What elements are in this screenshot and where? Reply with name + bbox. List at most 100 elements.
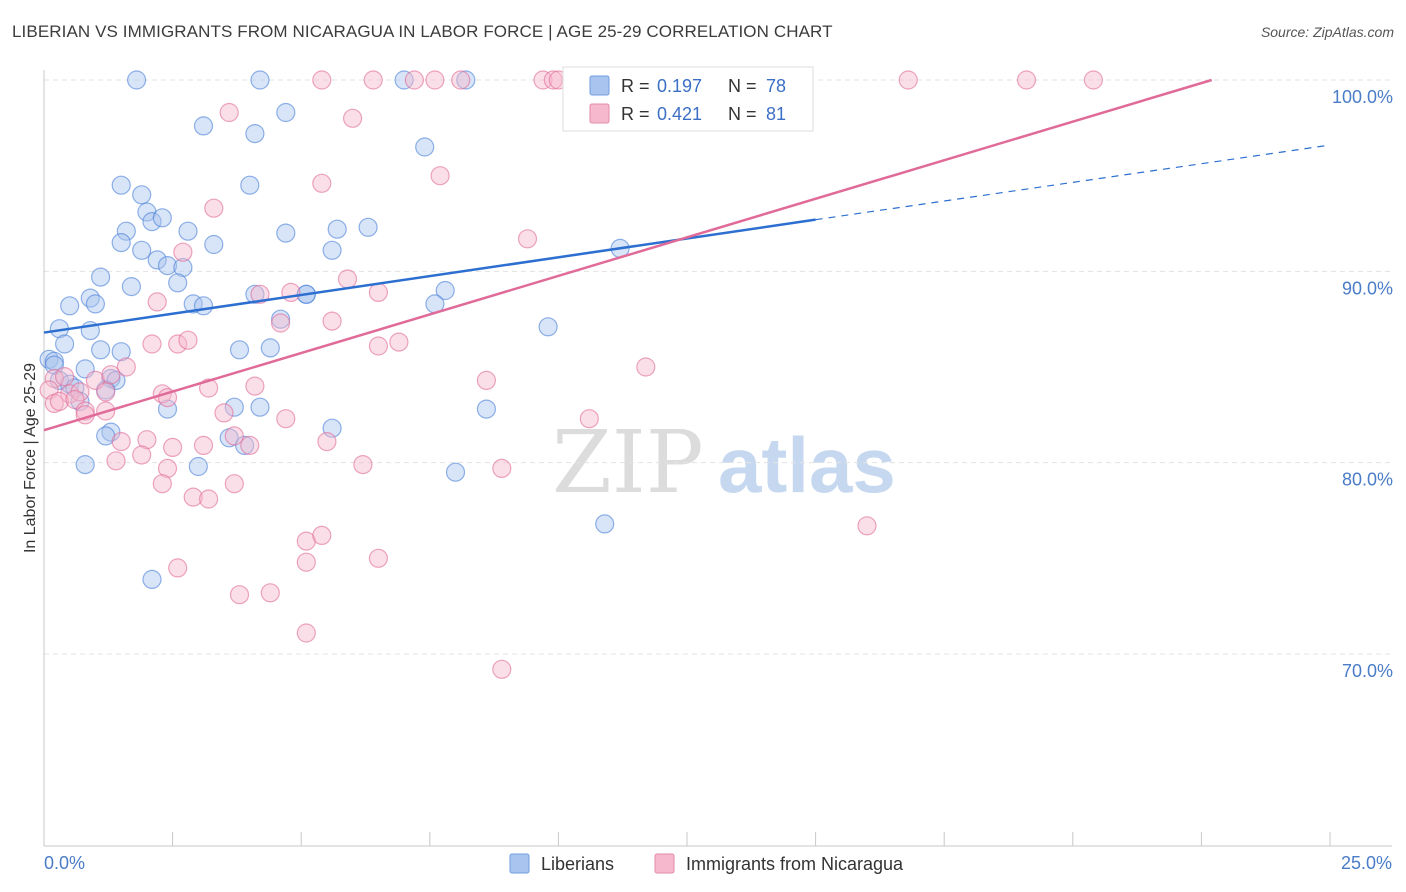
point-nicaragua (96, 382, 116, 402)
bottom-legend-label-nicaragua: Immigrants from Nicaragua (686, 854, 904, 874)
point-nicaragua (389, 332, 409, 352)
point-nicaragua (173, 242, 193, 262)
point-nicaragua (1016, 70, 1037, 90)
point-liberians (538, 317, 558, 337)
point-nicaragua (199, 489, 219, 509)
trend-lines (43, 78, 1331, 432)
point-liberians (204, 234, 224, 255)
point-nicaragua (224, 426, 244, 446)
scatter-points (39, 70, 1104, 679)
point-nicaragua (368, 336, 388, 356)
y-tick-label: 80.0% (1342, 470, 1393, 490)
point-nicaragua (296, 623, 316, 643)
point-nicaragua (229, 585, 250, 605)
y-tick-label: 90.0% (1342, 278, 1393, 298)
point-liberians (322, 240, 342, 260)
point-liberians (90, 267, 111, 287)
point-liberians (394, 70, 414, 90)
point-nicaragua (137, 430, 157, 450)
legend-n-value-liberians: 78 (766, 76, 786, 96)
point-liberians (276, 102, 296, 123)
point-liberians (327, 219, 347, 239)
point-liberians (116, 221, 136, 241)
point-nicaragua (152, 474, 172, 494)
point-liberians (250, 397, 270, 417)
point-nicaragua (168, 334, 188, 354)
point-nicaragua (312, 173, 332, 193)
point-nicaragua (204, 198, 224, 218)
y-tick-label: 100.0% (1332, 87, 1393, 107)
legend-swatch-liberians (589, 75, 610, 96)
legend-r-label-nicaragua: R = (621, 104, 650, 124)
point-liberians (75, 455, 95, 475)
point-nicaragua (636, 357, 656, 377)
point-nicaragua (116, 357, 136, 377)
point-nicaragua (430, 166, 450, 186)
point-liberians (456, 70, 476, 90)
point-liberians (168, 273, 188, 293)
x-tick-label-max: 25.0% (1341, 853, 1392, 873)
point-liberians (245, 284, 265, 304)
point-liberians (60, 296, 80, 316)
point-nicaragua (492, 659, 512, 679)
legend-swatch-nicaragua (589, 103, 610, 124)
point-liberians (240, 175, 260, 195)
point-nicaragua (312, 70, 332, 90)
point-liberians (229, 340, 250, 360)
point-liberians (142, 212, 162, 232)
point-liberians (193, 116, 214, 136)
legend-r-value-nicaragua: 0.421 (657, 104, 702, 124)
trend-line-nicaragua (43, 78, 1213, 432)
point-nicaragua (517, 229, 538, 249)
point-nicaragua (106, 451, 126, 471)
point-liberians (85, 294, 106, 314)
point-liberians (142, 569, 162, 590)
point-nicaragua (317, 432, 337, 452)
point-nicaragua (240, 435, 260, 455)
point-nicaragua (1083, 70, 1104, 90)
point-nicaragua (132, 445, 152, 465)
legend-n-value-nicaragua: 81 (766, 104, 786, 124)
point-nicaragua (312, 525, 332, 546)
point-nicaragua (368, 282, 388, 302)
point-liberians (595, 514, 615, 534)
point-liberians (224, 397, 244, 417)
point-liberians (260, 338, 280, 358)
point-nicaragua (142, 334, 162, 354)
point-liberians (90, 340, 111, 360)
point-liberians (358, 217, 378, 237)
point-liberians (121, 277, 141, 297)
point-liberians (80, 288, 100, 308)
y-tick-labels: 70.0% 80.0% 90.0% 100.0% (1332, 87, 1393, 681)
point-nicaragua (363, 70, 383, 90)
legend-n-label-nicaragua: N = (728, 104, 757, 124)
point-liberians (178, 221, 198, 241)
point-liberians (132, 240, 152, 260)
x-ticks (43, 832, 1331, 846)
source-label: Source: ZipAtlas.com (1260, 24, 1394, 40)
series-legend: Liberians Immigrants from Nicaragua (509, 853, 904, 874)
point-nicaragua (296, 552, 316, 572)
point-nicaragua (49, 391, 70, 411)
point-nicaragua (404, 70, 424, 90)
point-nicaragua (219, 102, 239, 123)
bottom-legend-label-liberians: Liberians (541, 854, 614, 874)
point-nicaragua (543, 70, 563, 90)
gridlines (44, 79, 1392, 655)
point-nicaragua (250, 284, 270, 304)
legend-r-label-liberians: R = (621, 76, 650, 96)
point-liberians (435, 280, 455, 301)
point-nicaragua (224, 474, 244, 494)
point-nicaragua (111, 432, 131, 452)
y-tick-label: 70.0% (1342, 661, 1393, 681)
y-axis-title: In Labor Force | Age 25-29 (22, 363, 39, 553)
point-nicaragua (353, 455, 373, 475)
chart-title: LIBERIAN VS IMMIGRANTS FROM NICARAGUA IN… (12, 22, 833, 41)
point-liberians (157, 256, 178, 276)
point-nicaragua (533, 70, 553, 90)
point-nicaragua (898, 70, 918, 90)
point-nicaragua (260, 583, 280, 603)
point-nicaragua (271, 313, 291, 333)
point-nicaragua (857, 516, 877, 536)
point-nicaragua (368, 548, 388, 568)
